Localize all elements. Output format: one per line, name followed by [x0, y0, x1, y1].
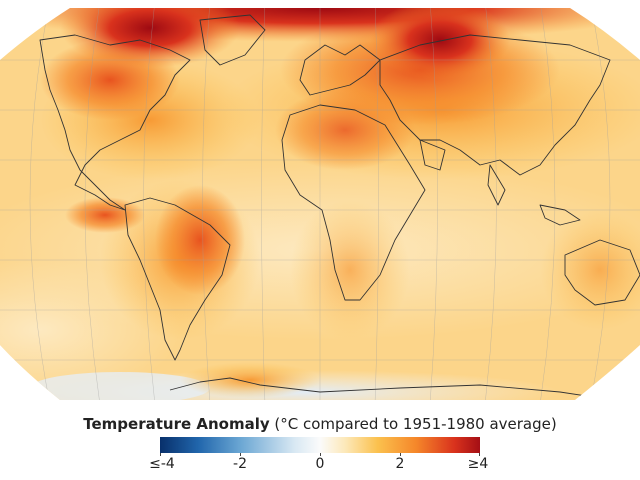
colorbar-tickmark	[240, 453, 241, 456]
colorbar-tickmark	[320, 453, 321, 456]
legend-title-rest: (°C compared to 1951-1980 average)	[269, 415, 557, 433]
legend-title-bold: Temperature Anomaly	[83, 415, 270, 433]
coastlines	[39, 14, 640, 399]
graticule	[0, 8, 640, 400]
legend-title: Temperature Anomaly (°C compared to 1951…	[0, 415, 640, 433]
colorbar-tickmark	[160, 453, 161, 456]
temperature-anomaly-map	[0, 8, 640, 400]
colorbar-tickmark	[400, 453, 401, 456]
colorbar-tickmark	[479, 453, 480, 456]
colorbar-tick-label: ≥4	[467, 456, 489, 472]
colorbar-tick-label: 0	[315, 456, 325, 472]
map-canvas	[0, 8, 640, 400]
colorbar-tick-label: ≤-4	[149, 456, 175, 472]
legend: Temperature Anomaly (°C compared to 1951…	[0, 405, 640, 480]
colorbar	[160, 437, 480, 453]
colorbar-tick-label: -2	[233, 456, 247, 472]
colorbar-tick-label: 2	[395, 456, 405, 472]
